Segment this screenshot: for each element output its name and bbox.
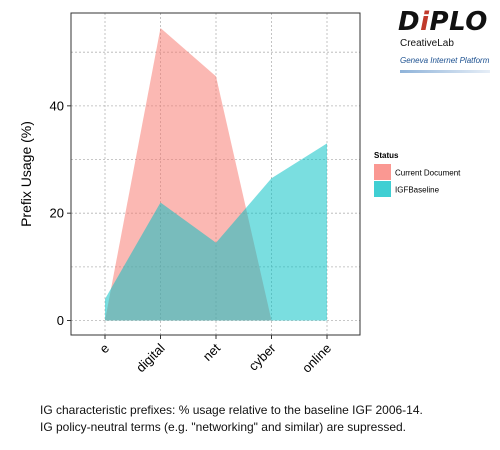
logo-wordmark: DiPLO [398,7,488,37]
caption-line-2: IG policy-neutral terms (e.g. "networkin… [40,420,406,434]
legend: Status Current Document IGFBaseline [374,151,461,197]
y-tick-label: 20 [50,206,64,221]
legend-swatch [374,181,391,197]
area-igfbaseline [105,143,327,321]
logo-subtitle: CreativeLab [400,38,454,49]
x-tick-label: e [96,341,112,357]
y-tick-label: 0 [57,313,64,328]
x-tick-label: digital [133,340,168,375]
legend-swatch [374,164,391,180]
x-tick-label: cyber [246,340,280,374]
y-tick-label: 40 [50,98,64,113]
caption-line-1: IG characteristic prefixes: % usage rela… [40,403,423,417]
logo-tagline: Geneva Internet Platform [400,56,490,65]
x-tick-label: net [200,340,224,364]
legend-label: Current Document [395,169,461,178]
legend-title: Status [374,151,399,160]
y-axis-label: Prefix Usage (%) [18,121,34,227]
legend-label: IGFBaseline [395,186,440,195]
diplo-logo: DiPLO CreativeLab Geneva Internet Platfo… [398,8,493,80]
chart-caption: IG characteristic prefixes: % usage rela… [40,402,423,436]
logo-rule [400,70,490,73]
area-series [105,28,327,321]
x-tick-label: online [299,341,334,376]
